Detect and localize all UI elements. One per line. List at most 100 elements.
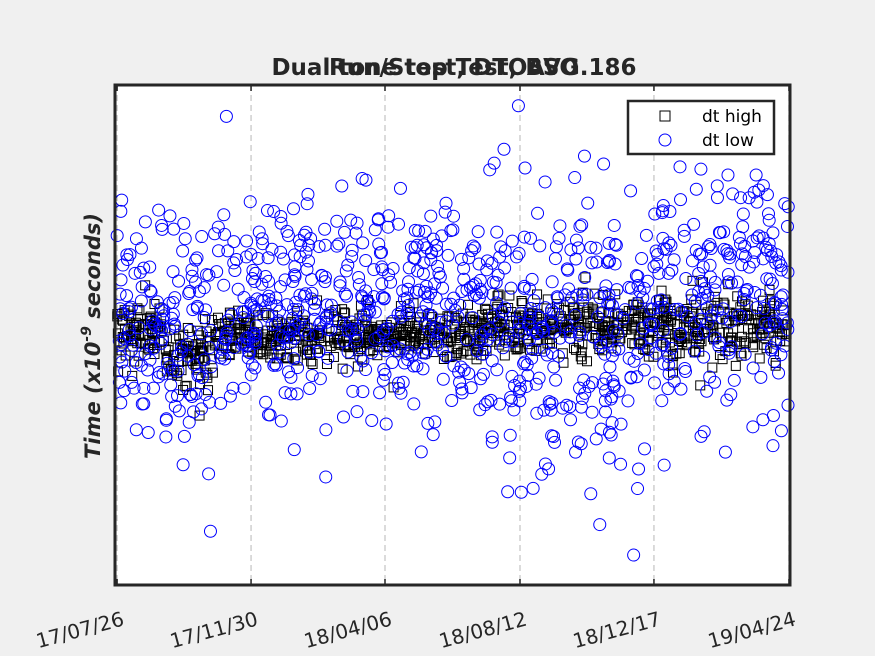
point-dt-low (250, 302, 264, 316)
point-dt-low (377, 292, 391, 306)
point-dt-low (129, 356, 143, 370)
point-dt-low (278, 273, 292, 287)
point-dt-low (494, 240, 508, 254)
point-dt-low (545, 429, 559, 443)
point-dt-low (164, 378, 178, 392)
point-dt-high (174, 331, 185, 342)
y-axis-label-exponent: -9 (79, 326, 95, 342)
point-dt-low (678, 365, 692, 379)
point-dt-low (524, 302, 538, 316)
point-dt-low (143, 353, 157, 367)
point-dt-low (229, 253, 243, 267)
point-dt-low (757, 301, 771, 315)
point-dt-low (261, 251, 275, 265)
point-dt-low (697, 350, 711, 364)
point-dt-low (530, 406, 544, 420)
point-dt-low (249, 319, 263, 333)
point-dt-low (128, 266, 142, 280)
point-dt-low (200, 268, 214, 282)
point-dt-high (718, 297, 729, 308)
point-dt-low (611, 327, 625, 341)
point-dt-low (781, 322, 795, 336)
point-dt-high (266, 340, 277, 351)
point-dt-low (732, 230, 746, 244)
point-dt-low (575, 218, 589, 232)
point-dt-low (332, 314, 346, 328)
point-dt-low (569, 233, 583, 247)
point-dt-high (419, 325, 430, 336)
point-dt-low (418, 317, 432, 331)
point-dt-low (465, 244, 479, 258)
point-dt-high (182, 322, 193, 333)
point-dt-low (781, 398, 795, 412)
point-dt-low (607, 218, 621, 232)
point-dt-low (299, 225, 313, 239)
point-dt-low (603, 295, 617, 309)
point-dt-low (268, 357, 282, 371)
point-dt-low (646, 317, 660, 331)
point-dt-low (421, 290, 435, 304)
point-dt-low (677, 223, 691, 237)
point-dt-low (359, 254, 373, 268)
point-dt-low (674, 193, 688, 207)
point-dt-high (568, 343, 579, 354)
point-dt-low (324, 306, 338, 320)
point-dt-low (197, 353, 211, 367)
point-dt-low (455, 386, 469, 400)
point-dt-low (523, 307, 537, 321)
point-dt-high (591, 321, 602, 332)
point-dt-low (120, 248, 134, 262)
point-dt-low (650, 294, 664, 308)
point-dt-low (389, 343, 403, 357)
point-dt-low (124, 343, 138, 357)
point-dt-low (493, 250, 507, 264)
point-dt-low (273, 304, 287, 318)
point-dt-low (407, 359, 421, 373)
point-dt-high (574, 322, 585, 333)
point-dt-low (122, 323, 136, 337)
point-dt-low (417, 256, 431, 270)
point-dt-low (512, 315, 526, 329)
point-dt-low (767, 314, 781, 328)
point-dt-low (701, 240, 715, 254)
point-dt-low (581, 196, 595, 210)
point-dt-low (593, 518, 607, 532)
point-dt-low (382, 268, 396, 282)
point-dt-high (653, 327, 664, 338)
point-dt-low (687, 344, 701, 358)
point-dt-low (527, 294, 541, 308)
point-dt-low (526, 343, 540, 357)
point-dt-low (135, 280, 149, 294)
point-dt-low (721, 275, 735, 289)
point-dt-low (391, 376, 405, 390)
point-dt-low (375, 260, 389, 274)
point-dt-high (399, 329, 410, 340)
point-dt-low (177, 216, 191, 230)
point-dt-low (599, 405, 613, 419)
point-dt-high (365, 324, 376, 335)
point-dt-low (421, 307, 435, 321)
point-dt-low (722, 346, 736, 360)
point-dt-high (499, 350, 510, 361)
point-dt-low (480, 254, 494, 268)
point-dt-low (419, 279, 433, 293)
point-dt-low (409, 285, 423, 299)
point-dt-low (374, 245, 388, 259)
point-dt-high (130, 317, 141, 328)
point-dt-low (305, 286, 319, 300)
legend-marker-high (659, 110, 671, 122)
point-dt-low (633, 284, 647, 298)
point-dt-low (602, 288, 616, 302)
point-dt-low (774, 259, 788, 273)
point-dt-low (687, 217, 701, 231)
point-dt-high (463, 299, 474, 310)
point-dt-low (204, 360, 218, 374)
point-dt-low (780, 219, 794, 233)
point-dt-low (585, 376, 599, 390)
point-dt-low (781, 265, 795, 279)
point-dt-low (481, 332, 495, 346)
point-dt-low (324, 298, 338, 312)
point-dt-low (700, 301, 714, 315)
point-dt-high (513, 337, 524, 348)
point-dt-low (674, 326, 688, 340)
